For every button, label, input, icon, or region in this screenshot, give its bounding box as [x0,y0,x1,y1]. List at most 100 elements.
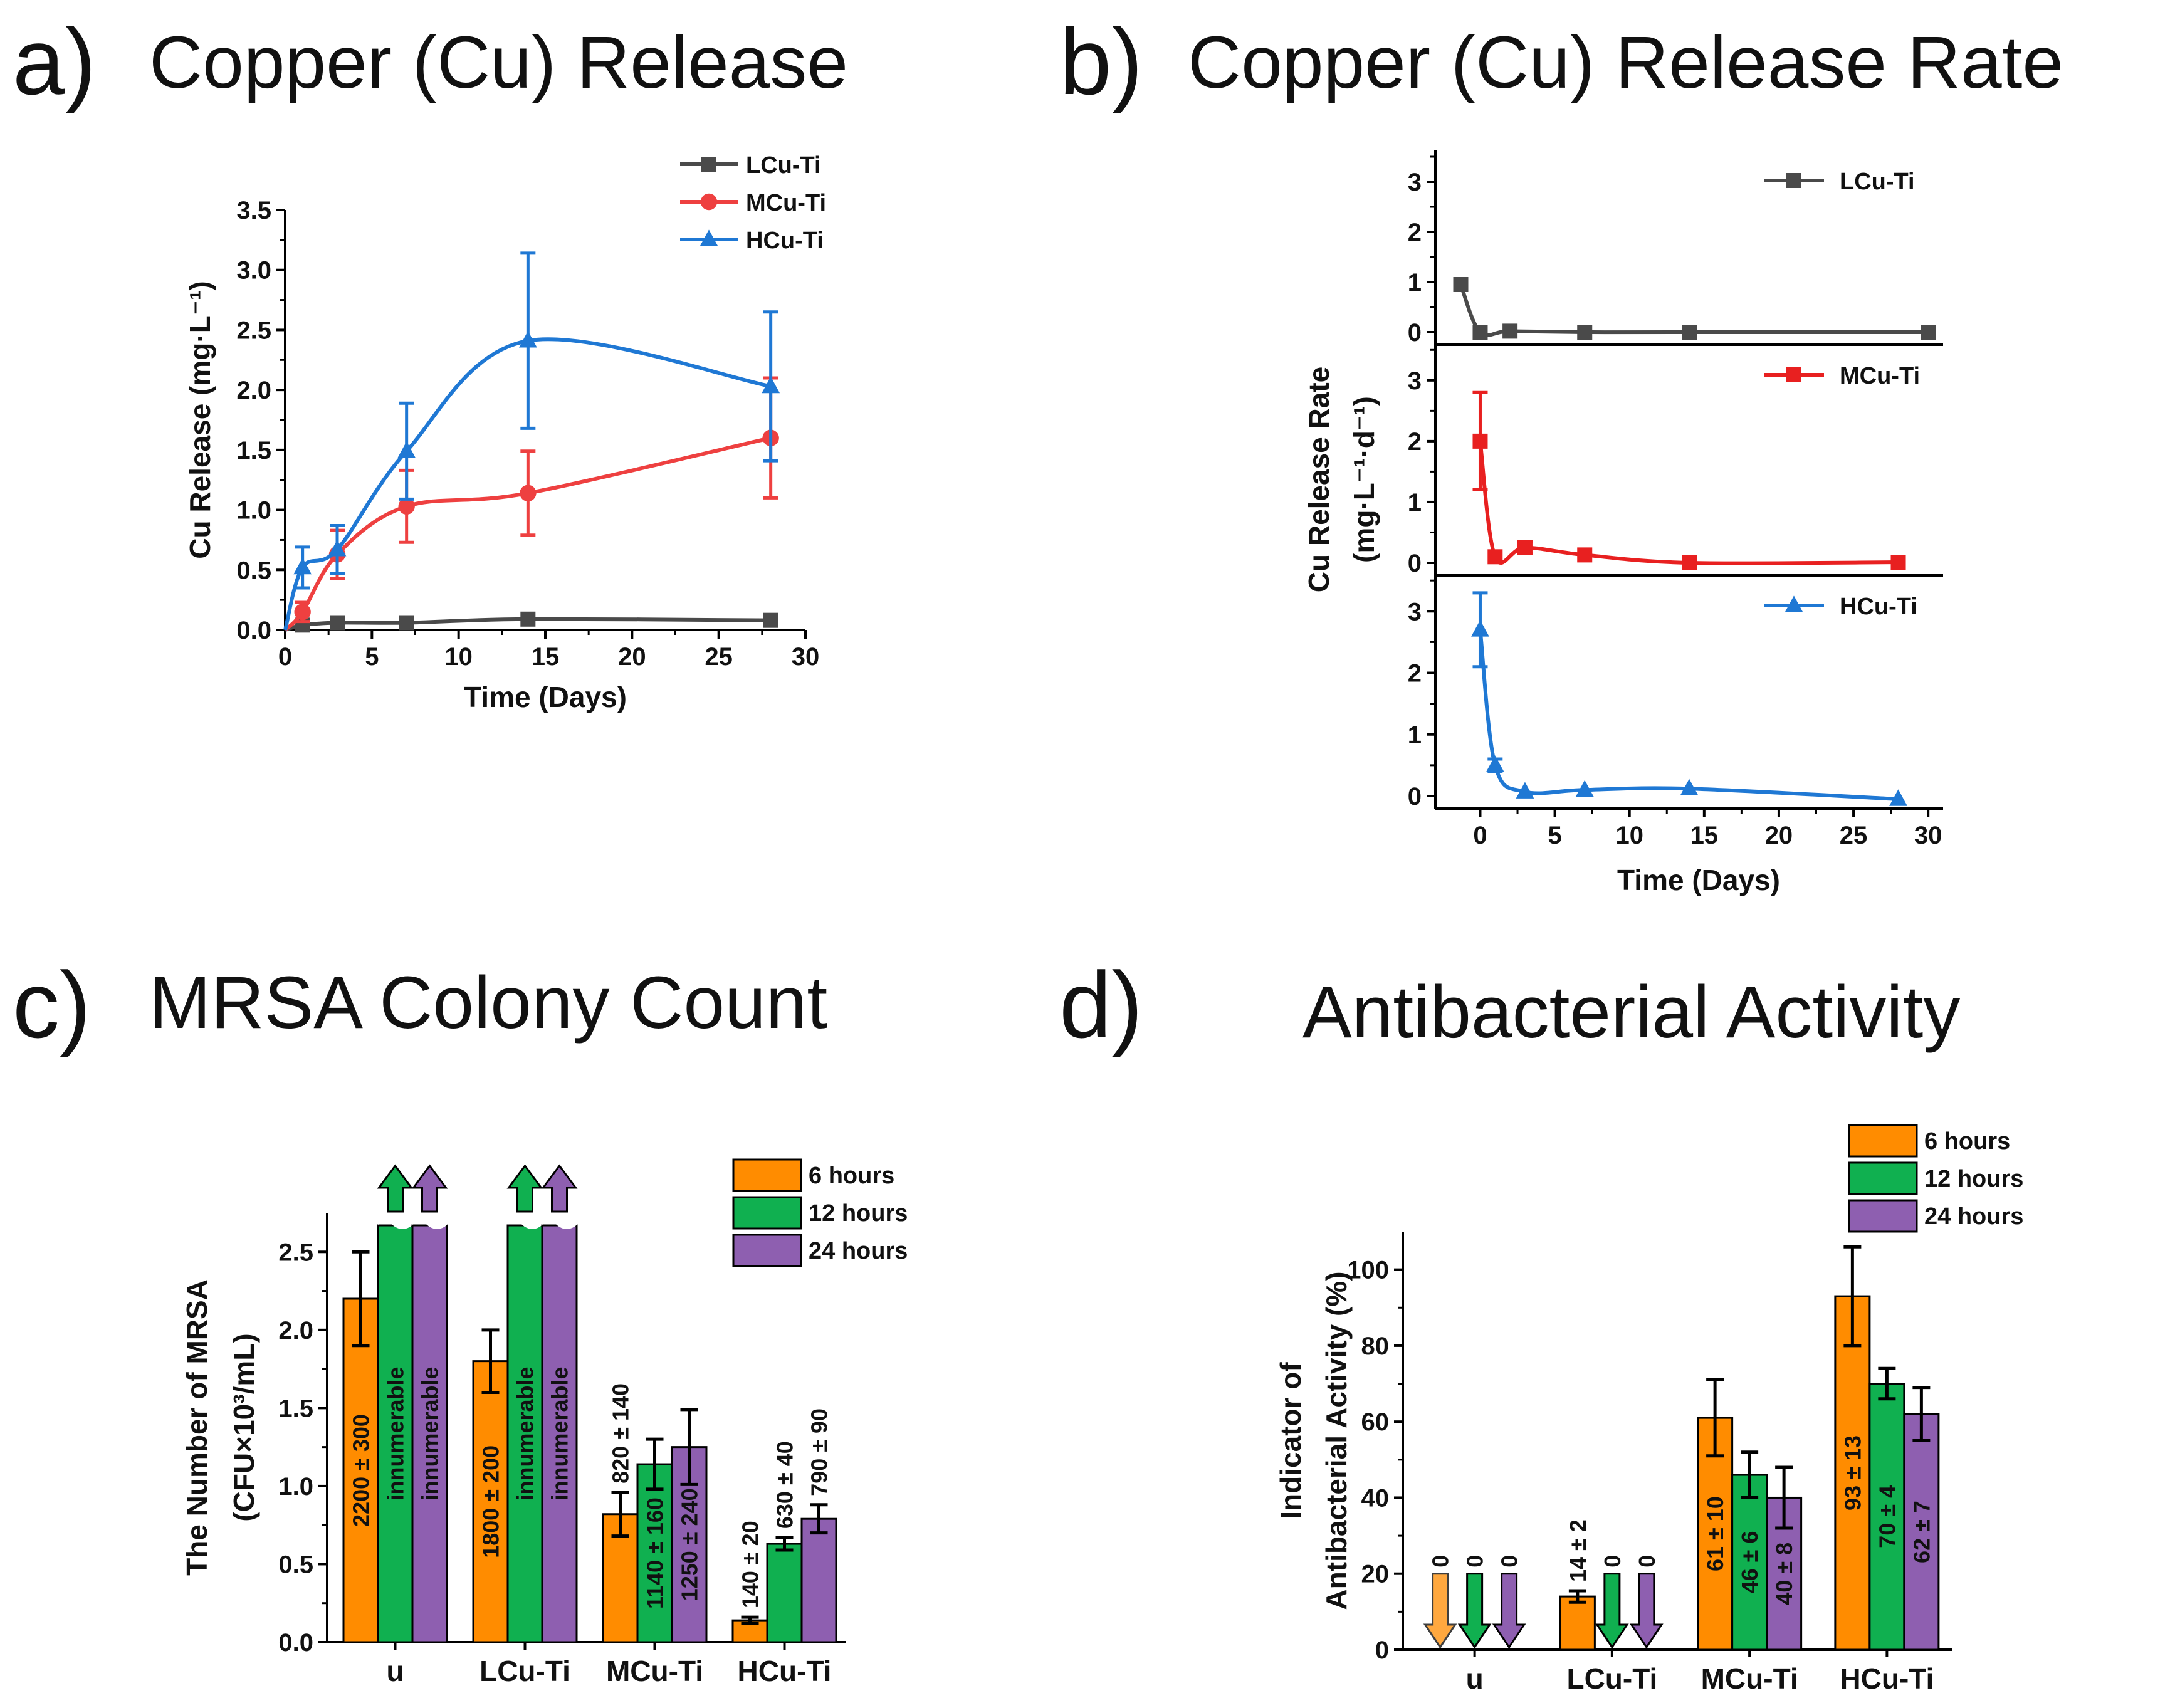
x-tick-label: 25 [1840,822,1868,849]
x-axis-label: Time (Days) [464,681,627,713]
bar-value-label: innumerable [417,1366,443,1501]
x-tick-label: 5 [1548,822,1561,849]
panel-d-title: Antibacterial Activity [1302,971,1960,1054]
x-tick-label: 15 [1690,822,1719,849]
legend-marker [700,193,718,211]
y-tick-label: 0.0 [236,617,271,644]
bar-value-label: 14 ± 2 [1565,1519,1591,1582]
x-tick-label: 30 [1914,822,1942,849]
panel-c-title: MRSA Colony Count [149,961,827,1044]
bar-value-label: 0 [1634,1555,1660,1568]
x-tick-label: u [1466,1662,1484,1695]
data-point-LCu-Ti [1502,323,1518,339]
y-tick-label: 1 [1408,269,1422,296]
up-arrow-icon [411,1164,448,1213]
panel-b-letter: b) [1059,9,1143,114]
axis-break [505,1217,543,1229]
y-tick-label: 2.5 [236,317,271,344]
bar-value-label: 40 ± 8 [1771,1543,1797,1605]
x-tick-label: 15 [532,643,560,671]
bar-value-label: innumerable [513,1366,538,1501]
x-tick-label: HCu-Ti [1840,1662,1934,1695]
legend-marker [1786,173,1801,188]
y-tick-label: 2.5 [278,1239,313,1266]
chart-a: 0.0 0.5 1.0 1.5 2.0 2.5 3.0 3.5 0 5 10 15 20 25 30 Time… [184,152,826,713]
y-axis-label-units: Antibacterial Activity (%) [1320,1271,1353,1610]
bar-value-label: 0 [1600,1555,1625,1568]
bar-value-label: 2200 ± 300 [349,1414,374,1527]
down-arrow-icon [1595,1573,1629,1649]
x-tick-label: u [386,1655,404,1687]
panel-c-letter: c) [13,952,91,1057]
data-point-LCu-Ti [330,615,345,631]
y-axis-label-units: (CFU×10³/mL) [228,1333,260,1521]
data-point-HCu-Ti [518,331,537,348]
data-point-MCu-Ti [1682,555,1697,570]
data-point-MCu-Ti [1890,555,1906,570]
bar-value-label: 1250 ± 240 [677,1488,703,1601]
bar-value-label: 630 ± 40 [772,1441,798,1529]
data-point-HCu-Ti [293,557,312,575]
bar-24 hours [411,1224,448,1643]
legend-label: 24 hours [1924,1203,2023,1230]
bar-value-label: 140 ± 20 [738,1521,763,1608]
legend-swatch [1848,1199,1918,1233]
legend-label: HCu-Ti [1840,594,1917,620]
bar-value-label: 61 ± 10 [1702,1496,1728,1571]
x-axis-label: Time (Days) [1617,864,1780,896]
data-point-LCu-Ti [1682,325,1697,340]
bar-value-label: 0 [1462,1555,1488,1568]
x-tick-label: 20 [1765,822,1793,849]
x-tick-label: 25 [705,643,733,671]
data-point-MCu-Ti [398,498,415,515]
y-tick-label: 80 [1361,1333,1390,1360]
up-arrow-icon [506,1164,543,1213]
x-tick-label: 5 [365,643,379,671]
data-point-LCu-Ti [1472,325,1488,340]
up-arrow-icon [541,1164,578,1213]
y-tick-label: 0.0 [278,1629,313,1657]
y-axis-label: Indicator of [1274,1362,1307,1519]
y-tick-label: 20 [1361,1561,1390,1588]
y-tick-label: 1 [1408,489,1422,516]
series-line-HCu-Ti [1478,629,1899,801]
y-tick-label: 2.0 [278,1317,313,1344]
up-arrow-icon [377,1164,414,1213]
bar-24 hours [1903,1413,1940,1651]
axis-break [375,1217,413,1229]
x-tick-label: HCu-Ti [738,1655,832,1687]
y-tick-label: 0.5 [278,1551,313,1578]
data-point-LCu-Ti [1453,277,1469,292]
axis-break [409,1217,448,1229]
legend-label: LCu-Ti [1840,169,1915,195]
data-point-HCu-Ti [1680,778,1699,796]
data-point-HCu-Ti [328,540,347,557]
y-axis-label: Cu Release Rate [1302,367,1335,593]
down-arrow-icon [1423,1573,1457,1649]
y-tick-label: 3 [1408,598,1422,626]
bar-6 hours [1559,1595,1596,1651]
legend-label: 12 hours [1924,1166,2023,1192]
bar-value-label: 790 ± 90 [807,1408,832,1496]
x-tick-label: 0 [278,643,292,671]
data-point-HCu-Ti [1575,780,1594,797]
y-tick-label: 3 [1408,367,1422,395]
legend-label: LCu-Ti [746,152,821,179]
bar-value-label: innumerable [383,1366,409,1501]
x-tick-label: 30 [792,643,820,671]
y-tick-label: 1.0 [278,1473,313,1501]
legend-marker [1786,367,1801,382]
legend-label: MCu-Ti [746,190,826,216]
panel-d-letter: d) [1059,952,1143,1057]
legend-label: 6 hours [1924,1128,2010,1155]
data-point-MCu-Ti [1472,433,1488,449]
y-axis-label-units: (mg·L⁻¹·d⁻¹) [1348,396,1380,563]
legend-swatch [732,1196,802,1230]
bar-6 hours [472,1360,509,1643]
bar-12 hours [1868,1383,1905,1651]
legend-marker [701,157,716,172]
data-point-HCu-Ti [397,441,416,458]
x-tick-label: 0 [1473,822,1487,849]
